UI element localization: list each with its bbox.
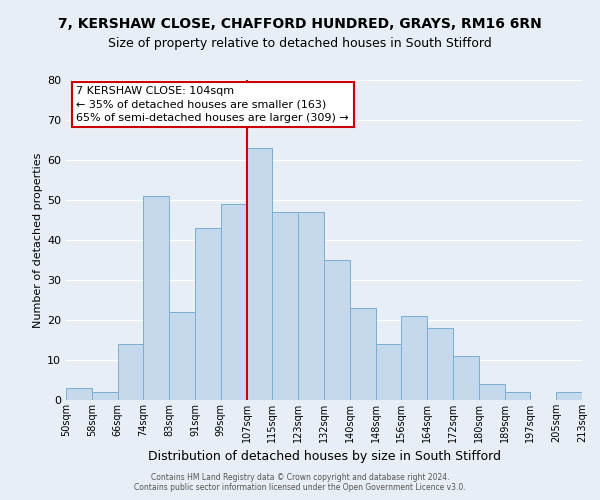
- Bar: [92, 392, 118, 400]
- Bar: [298, 212, 324, 400]
- Bar: [272, 212, 298, 400]
- Text: 7 KERSHAW CLOSE: 104sqm
← 35% of detached houses are smaller (163)
65% of semi-d: 7 KERSHAW CLOSE: 104sqm ← 35% of detache…: [76, 86, 349, 123]
- Y-axis label: Number of detached properties: Number of detached properties: [33, 152, 43, 328]
- Bar: [479, 384, 505, 400]
- Bar: [505, 392, 530, 400]
- Bar: [169, 312, 195, 400]
- Bar: [350, 308, 376, 400]
- Text: 7, KERSHAW CLOSE, CHAFFORD HUNDRED, GRAYS, RM16 6RN: 7, KERSHAW CLOSE, CHAFFORD HUNDRED, GRAY…: [58, 18, 542, 32]
- X-axis label: Distribution of detached houses by size in South Stifford: Distribution of detached houses by size …: [148, 450, 500, 464]
- Text: Contains HM Land Registry data © Crown copyright and database right 2024.
Contai: Contains HM Land Registry data © Crown c…: [134, 473, 466, 492]
- Bar: [66, 388, 92, 400]
- Bar: [221, 204, 247, 400]
- Bar: [324, 260, 350, 400]
- Bar: [195, 228, 221, 400]
- Bar: [143, 196, 169, 400]
- Bar: [247, 148, 272, 400]
- Bar: [556, 392, 582, 400]
- Bar: [401, 316, 427, 400]
- Bar: [427, 328, 453, 400]
- Bar: [453, 356, 479, 400]
- Bar: [376, 344, 401, 400]
- Bar: [118, 344, 143, 400]
- Text: Size of property relative to detached houses in South Stifford: Size of property relative to detached ho…: [108, 38, 492, 51]
